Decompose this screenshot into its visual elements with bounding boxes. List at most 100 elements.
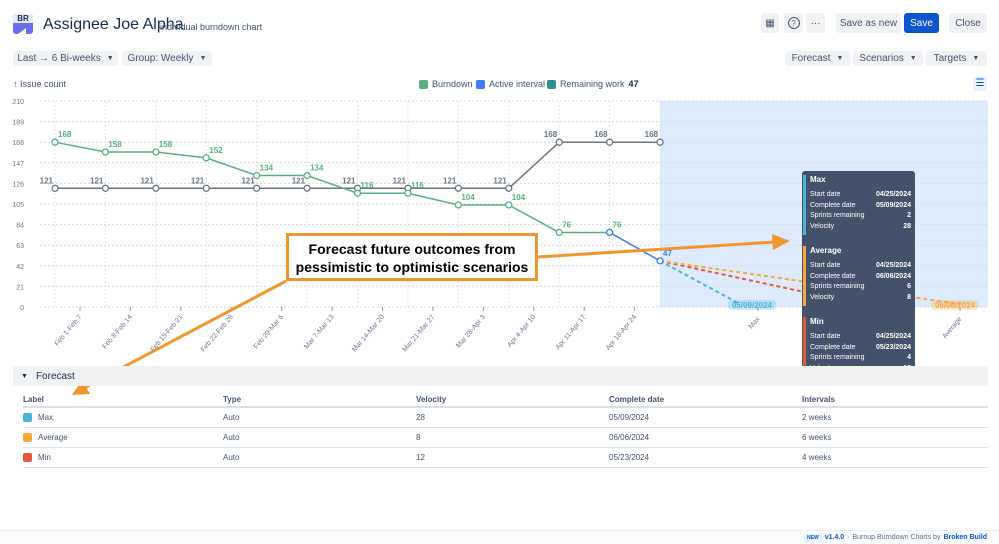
targets-dropdown[interactable]: Targets ▼ <box>926 51 987 66</box>
data-label: 76 <box>562 220 571 229</box>
x-tick-label: Feb 1-Feb 7 <box>54 314 84 348</box>
forecast-tooltip: Max Start date 04/25/2024 Complete date 05/0… <box>802 171 915 377</box>
apps-icon: ▦ <box>765 17 775 29</box>
tooltip-row: Velocity 8 <box>810 293 911 301</box>
group-dropdown[interactable]: Group: Weekly ▼ <box>122 51 212 66</box>
burndown-swatch <box>419 79 428 89</box>
range-dropdown[interactable]: Last → 6 Bi-weeks ▼ <box>13 51 118 66</box>
more-button[interactable]: ··· <box>806 13 825 33</box>
data-point <box>152 184 160 192</box>
save-as-new-button[interactable]: Save as new <box>836 13 901 33</box>
x-tick-label: Feb 8-Feb 14 <box>102 314 134 351</box>
tooltip-row: Complete date 05/23/2024 <box>810 343 911 351</box>
forecast-date-label: 05/09/2024 <box>732 301 773 310</box>
data-point <box>202 154 210 162</box>
data-label: 152 <box>209 146 223 155</box>
tooltip-row: Complete date 05/09/2024 <box>810 201 911 209</box>
y-tick-label: 189 <box>12 120 24 127</box>
table-row[interactable]: Average Auto 8 06/06/2024 6 weeks <box>23 428 988 448</box>
forecast-section-header[interactable]: ▼ Forecast <box>13 366 988 386</box>
scenarios-dropdown[interactable]: Scenarios ▼ <box>853 51 923 66</box>
footer: NEW v1.4.0 · Burnup Burndown Charts by Broke… <box>0 530 999 544</box>
data-point <box>303 171 311 180</box>
annotation-callout: Forecast future outcomes from pessimistic… <box>286 233 538 281</box>
collapse-panel-icon[interactable]: ☰ <box>973 77 987 91</box>
table-cell: 2 weeks <box>802 413 832 422</box>
apps-button[interactable]: ▦ <box>761 13 779 33</box>
tooltip-row: Complete date 06/06/2024 <box>810 272 911 280</box>
data-point <box>303 184 311 192</box>
data-point <box>51 184 59 192</box>
x-tick-label: Apr 4-Apr 10 <box>506 314 537 349</box>
active-swatch <box>476 79 485 89</box>
tooltip-row: Start date 04/25/2024 <box>810 262 911 269</box>
more-icon: ··· <box>810 17 821 29</box>
x-tick-label: Mar 7-Mar 13 <box>303 314 335 351</box>
forecast-line-max <box>659 260 741 305</box>
remaining-swatch <box>547 79 556 89</box>
legend-active-interval[interactable]: Active interval <box>476 79 545 89</box>
x-tick-label: Mar 21-Mar 27 <box>402 314 437 354</box>
x-tick-label: Feb 22-Feb 28 <box>200 314 235 354</box>
table-cell: 06/06/2024 <box>609 433 650 442</box>
column-header: Type <box>223 395 242 404</box>
data-point <box>101 148 110 156</box>
data-point <box>454 184 463 192</box>
save-button[interactable]: Save <box>904 13 939 33</box>
help-button[interactable]: ? <box>784 13 803 33</box>
tooltip-section-max: Max Start date 04/25/2024 Complete date 05/0… <box>802 175 915 235</box>
forecast-date-bg <box>931 300 979 310</box>
column-header: Intervals <box>802 395 835 404</box>
legend-burndown[interactable]: Burndown <box>419 79 473 89</box>
arrow-line <box>537 240 776 259</box>
data-label: 121 <box>443 176 457 185</box>
data-label: 134 <box>260 164 274 173</box>
column-header: Label <box>23 395 44 404</box>
x-tick-label: Max <box>748 315 762 330</box>
legend-remaining-work[interactable]: Remaining work 47 <box>547 79 639 89</box>
data-label: 104 <box>461 193 475 202</box>
y-tick-label: 0 <box>20 305 24 312</box>
data-point <box>656 138 664 146</box>
data-point <box>605 138 614 146</box>
data-point <box>555 228 563 237</box>
arrow-head <box>772 234 790 250</box>
forecast-date-bg <box>728 300 776 310</box>
table-cell: Auto <box>223 433 240 442</box>
tooltip-row: Sprints remaining 4 <box>810 354 911 362</box>
x-tick-label: Apr 18-Apr 24 <box>605 314 638 352</box>
arrow-head <box>72 380 90 395</box>
table-cell: 28 <box>416 413 425 422</box>
data-point <box>505 184 513 192</box>
column-header: Velocity <box>416 395 447 404</box>
brand-link[interactable]: Broken Build <box>943 534 987 541</box>
data-point <box>202 184 210 192</box>
tooltip-row: Start date 04/25/2024 <box>810 333 911 340</box>
table-row[interactable]: Min Auto 12 05/23/2024 4 weeks <box>23 448 988 468</box>
data-label: 116 <box>411 181 424 190</box>
table-row[interactable]: Max Auto 28 05/09/2024 2 weeks <box>23 408 988 428</box>
data-label: 168 <box>594 130 608 139</box>
table-cell: 05/09/2024 <box>609 413 650 422</box>
page-subtitle: individual burndown chart <box>160 22 263 32</box>
data-point <box>353 189 362 197</box>
table-cell: Auto <box>223 453 240 462</box>
forecast-dropdown[interactable]: Forecast ▼ <box>785 51 850 66</box>
data-label: 121 <box>90 176 104 185</box>
data-point <box>152 148 160 156</box>
table-cell: 8 <box>416 433 421 442</box>
table-header: Label Type Velocity Complete date Intervals <box>23 393 988 408</box>
y-axis-label: ↑ Issue count <box>13 79 67 89</box>
version-link[interactable]: v1.4.0 <box>824 534 845 541</box>
help-icon: ? <box>787 17 800 29</box>
table-cell: 05/23/2024 <box>609 453 650 462</box>
data-label: 168 <box>645 130 659 139</box>
table-cell: 6 weeks <box>802 433 832 442</box>
data-label: 158 <box>159 140 173 149</box>
data-point <box>404 189 412 197</box>
data-label: 158 <box>108 140 122 149</box>
scenario-swatch <box>23 413 32 422</box>
data-label: 134 <box>310 164 324 173</box>
close-button[interactable]: Close <box>949 13 987 33</box>
page-title: Assignee Joe Alpha <box>43 16 184 33</box>
